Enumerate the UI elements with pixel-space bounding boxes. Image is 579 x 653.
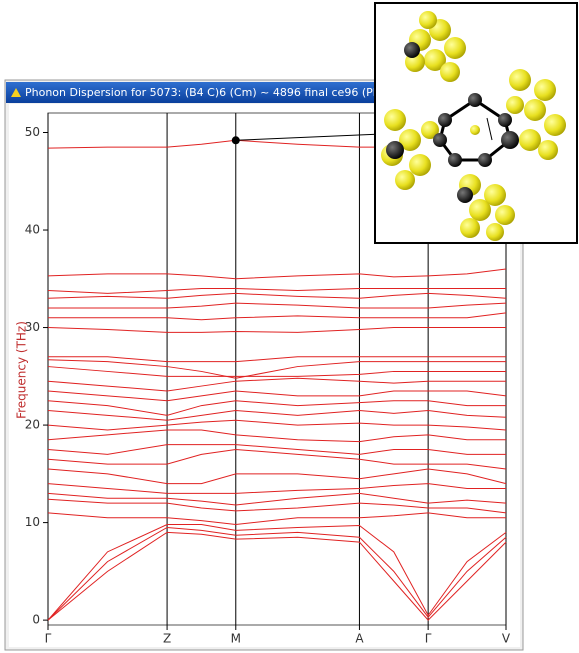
y-tick-label: 20 (25, 418, 40, 432)
y-axis-label: Frequency (THz) (15, 321, 29, 419)
window-title: Phonon Dispersion for 5073: (B4 C)6 (Cm)… (25, 86, 411, 99)
x-tick-label: Z (163, 632, 171, 646)
y-tick-label: 0 (32, 613, 40, 627)
x-tick-label: V (502, 632, 511, 646)
y-tick-label: 10 (25, 515, 40, 529)
y-tick-label: 30 (25, 320, 40, 334)
x-tick-label: Γ (45, 632, 52, 646)
x-tick-label: A (355, 632, 364, 646)
y-tick-label: 40 (25, 223, 40, 237)
chart: Phonon Dispersion for 5073: (B4 C)6 (Cm)… (0, 0, 579, 653)
y-tick-label: 50 (25, 125, 40, 139)
x-tick-label: Γ (425, 632, 432, 646)
inset-structure (375, 3, 577, 243)
x-tick-label: M (231, 632, 241, 646)
